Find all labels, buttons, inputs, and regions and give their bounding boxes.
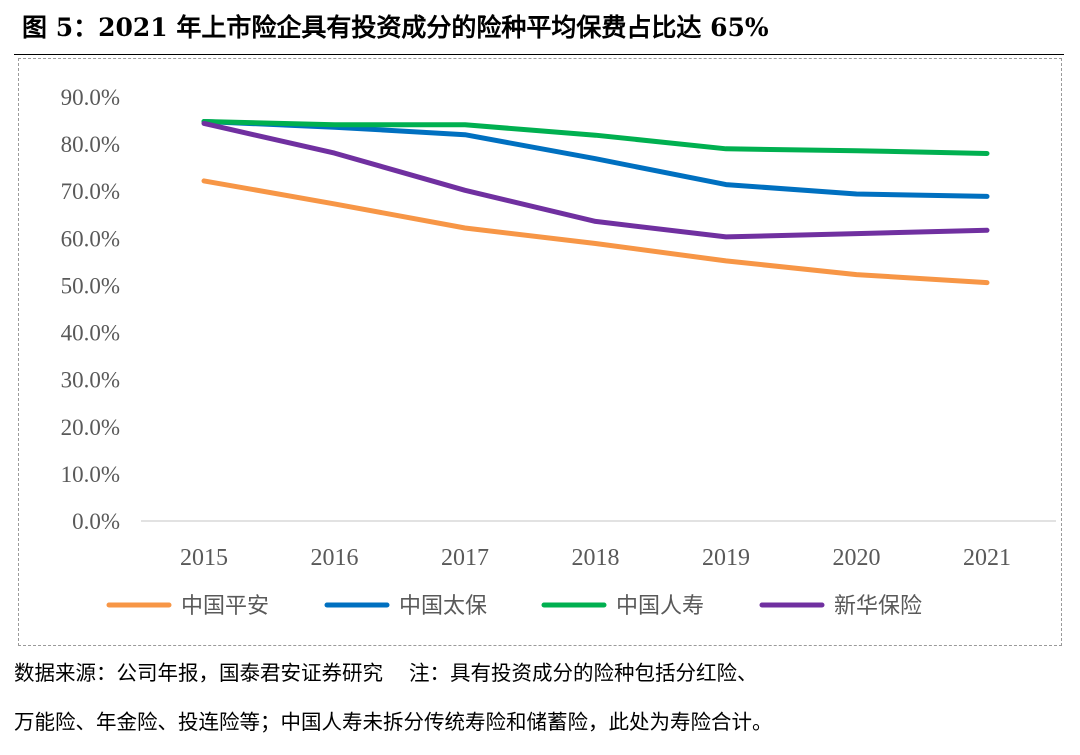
title-divider (14, 54, 1064, 55)
x-tick-label: 2020 (833, 545, 881, 571)
x-tick-label: 2015 (180, 545, 228, 571)
legend-label-3: 中国人寿 (616, 594, 704, 619)
y-tick-label: 0.0% (72, 509, 120, 534)
series-line-3 (201, 119, 990, 156)
legend-label-2: 中国太保 (399, 594, 487, 619)
series-line-4 (201, 120, 990, 240)
x-tick-label: 2021 (963, 545, 1011, 571)
line-chart: 0.0% 10.0% 20.0% 30.0% 40.0% 50.0% 60.0% 70.0% 8… (61, 85, 1056, 619)
y-tick-label: 90.0% (61, 85, 120, 110)
source-note: 数据来源：公司年报，国泰君安证券研究 注：具有投资成分的险种包括分红险、 (14, 656, 1074, 686)
x-tick-label: 2017 (441, 545, 489, 571)
y-tick-label: 10.0% (61, 462, 120, 487)
chart-area: 0.0% 10.0% 20.0% 30.0% 40.0% 50.0% 60.0% 70.0% 8… (18, 58, 1062, 646)
note-text: 注：具有投资成分的险种包括分红险、 (409, 661, 758, 685)
y-tick-label: 70.0% (61, 179, 120, 204)
x-tick-label: 2019 (702, 545, 750, 571)
figure-title: 图 5：2021 年上市险企具有投资成分的险种平均保费占比达 65% (22, 13, 769, 42)
x-tick-label: 2016 (311, 545, 359, 571)
y-tick-label: 60.0% (61, 226, 120, 251)
y-tick-label: 80.0% (61, 132, 120, 157)
y-tick-label: 40.0% (61, 321, 120, 346)
legend-label-4: 新华保险 (834, 594, 922, 619)
y-tick-label: 50.0% (61, 273, 120, 298)
y-tick-label: 30.0% (61, 368, 120, 393)
source-text: 数据来源：公司年报，国泰君安证券研究 (14, 661, 383, 685)
legend-label-1: 中国平安 (181, 594, 269, 619)
x-tick-label: 2018 (572, 545, 620, 571)
note-continuation: 万能险、年金险、投连险等；中国人寿未拆分传统寿险和储蓄险，此处为寿险合计。 (14, 710, 773, 734)
series-line-1 (201, 178, 990, 286)
y-tick-label: 20.0% (61, 415, 120, 440)
